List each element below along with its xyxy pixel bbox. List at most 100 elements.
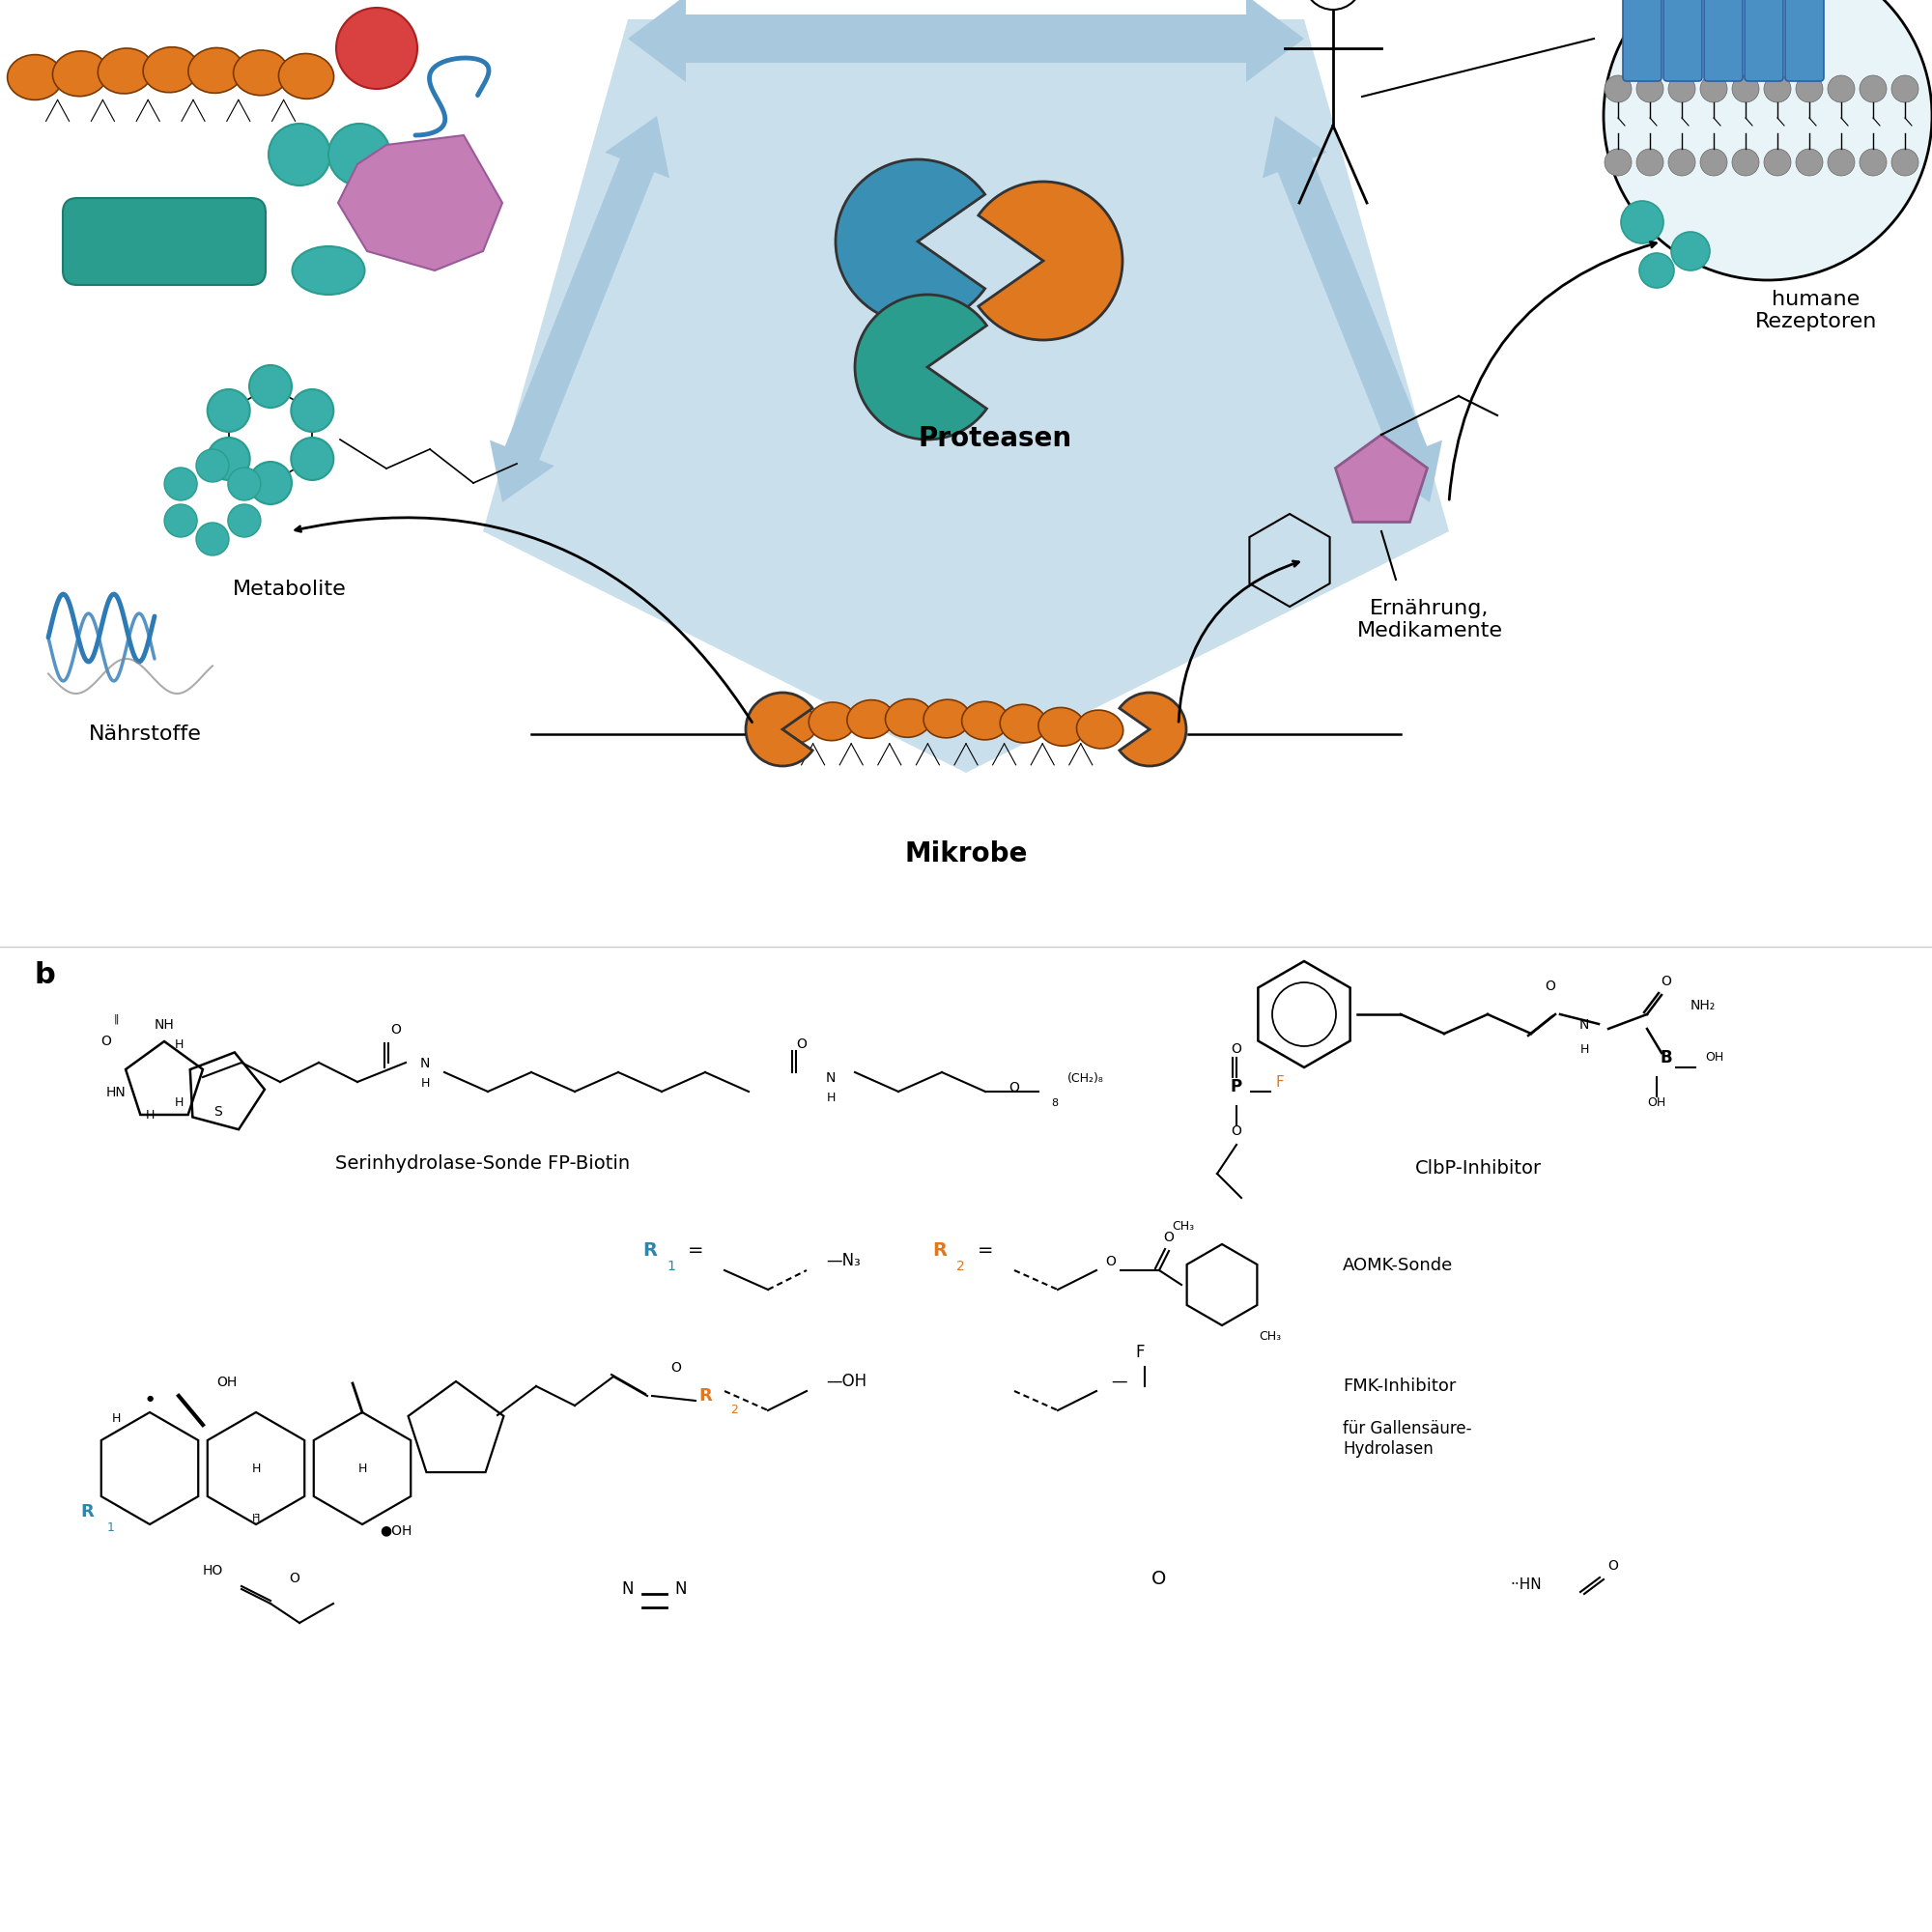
Ellipse shape — [99, 48, 153, 93]
Text: Metabolite: Metabolite — [234, 580, 346, 599]
Circle shape — [1828, 75, 1855, 102]
Text: ●: ● — [147, 1395, 153, 1403]
Text: R: R — [933, 1242, 947, 1260]
Text: H: H — [174, 1097, 184, 1109]
Text: ●OH: ●OH — [381, 1522, 412, 1538]
Circle shape — [1859, 75, 1886, 102]
Circle shape — [197, 448, 230, 481]
Ellipse shape — [143, 46, 199, 93]
Text: O: O — [1231, 1043, 1242, 1055]
Text: AOMK-Sonde: AOMK-Sonde — [1343, 1256, 1453, 1275]
Wedge shape — [854, 296, 987, 439]
Text: H: H — [174, 1039, 184, 1051]
Polygon shape — [483, 19, 1449, 773]
FancyBboxPatch shape — [62, 199, 267, 284]
Text: H: H — [421, 1078, 429, 1090]
Circle shape — [207, 390, 249, 433]
Circle shape — [197, 522, 230, 556]
Ellipse shape — [187, 48, 243, 93]
Circle shape — [249, 365, 292, 408]
Ellipse shape — [846, 699, 895, 738]
Circle shape — [228, 504, 261, 537]
Circle shape — [336, 8, 417, 89]
Text: ‖: ‖ — [114, 1014, 118, 1024]
Text: O: O — [1607, 1559, 1619, 1573]
FancyBboxPatch shape — [1704, 0, 1743, 81]
Circle shape — [1700, 75, 1727, 102]
Text: —OH: —OH — [827, 1372, 867, 1391]
Text: OH: OH — [216, 1376, 238, 1389]
FancyBboxPatch shape — [1745, 0, 1783, 81]
Circle shape — [1671, 232, 1710, 270]
Circle shape — [1638, 253, 1673, 288]
Text: —N₃: —N₃ — [827, 1252, 860, 1269]
Text: O: O — [1009, 1082, 1020, 1094]
Text: Mikrobe: Mikrobe — [904, 840, 1028, 867]
Circle shape — [164, 468, 197, 500]
Text: (CH₂)₈: (CH₂)₈ — [1066, 1072, 1103, 1086]
Circle shape — [1891, 75, 1918, 102]
Wedge shape — [746, 694, 813, 765]
Ellipse shape — [1037, 707, 1086, 746]
Circle shape — [1636, 75, 1663, 102]
Text: HO: HO — [203, 1565, 222, 1577]
Circle shape — [328, 124, 390, 185]
Circle shape — [269, 124, 330, 185]
Ellipse shape — [771, 705, 817, 744]
Text: humane
Rezeptoren: humane Rezeptoren — [1754, 290, 1878, 332]
Text: N: N — [674, 1580, 688, 1598]
Text: O: O — [390, 1024, 402, 1036]
Text: R: R — [699, 1387, 711, 1405]
Text: O: O — [670, 1360, 682, 1376]
Text: =: = — [688, 1242, 703, 1260]
Circle shape — [292, 439, 334, 479]
Text: O: O — [1151, 1569, 1167, 1588]
Circle shape — [1797, 75, 1824, 102]
Circle shape — [1731, 75, 1758, 102]
Text: F: F — [1136, 1345, 1144, 1362]
Circle shape — [1859, 149, 1886, 176]
Ellipse shape — [1001, 705, 1047, 742]
Text: Nährstoffe: Nährstoffe — [89, 724, 201, 744]
Text: P: P — [1231, 1078, 1242, 1095]
Text: R: R — [81, 1503, 93, 1520]
Circle shape — [1797, 149, 1824, 176]
Text: O: O — [1231, 1124, 1242, 1138]
Text: S: S — [213, 1105, 222, 1119]
Wedge shape — [1119, 694, 1186, 765]
Text: N: N — [419, 1057, 431, 1070]
Text: 1: 1 — [667, 1260, 674, 1273]
Text: OH: OH — [1648, 1095, 1665, 1109]
Ellipse shape — [810, 703, 856, 740]
Text: FMK-Inhibitor: FMK-Inhibitor — [1343, 1378, 1457, 1395]
Text: O: O — [100, 1036, 112, 1047]
Text: F: F — [1275, 1074, 1285, 1090]
Wedge shape — [978, 182, 1122, 340]
Text: N: N — [825, 1070, 837, 1086]
Circle shape — [1764, 149, 1791, 176]
FancyBboxPatch shape — [1663, 0, 1702, 81]
Text: R: R — [641, 1242, 657, 1260]
Circle shape — [1621, 201, 1663, 243]
Text: O: O — [290, 1573, 299, 1584]
Wedge shape — [835, 160, 985, 323]
Circle shape — [1891, 149, 1918, 176]
Circle shape — [1604, 0, 1932, 280]
Text: =: = — [978, 1242, 993, 1260]
Circle shape — [164, 504, 197, 537]
Text: O: O — [1163, 1231, 1175, 1244]
Text: O: O — [1662, 974, 1671, 987]
Text: ClbP-Inhibitor: ClbP-Inhibitor — [1414, 1159, 1542, 1177]
Text: b: b — [35, 960, 54, 989]
Circle shape — [249, 462, 292, 504]
Text: H̄: H̄ — [251, 1515, 261, 1522]
FancyBboxPatch shape — [1785, 0, 1824, 81]
Ellipse shape — [234, 50, 288, 95]
Text: 8: 8 — [1051, 1097, 1059, 1109]
Circle shape — [207, 439, 249, 479]
Circle shape — [292, 390, 334, 433]
Text: H: H — [112, 1412, 120, 1426]
Circle shape — [1731, 149, 1758, 176]
Text: 2: 2 — [956, 1260, 964, 1273]
Text: CH₃: CH₃ — [1173, 1221, 1194, 1233]
